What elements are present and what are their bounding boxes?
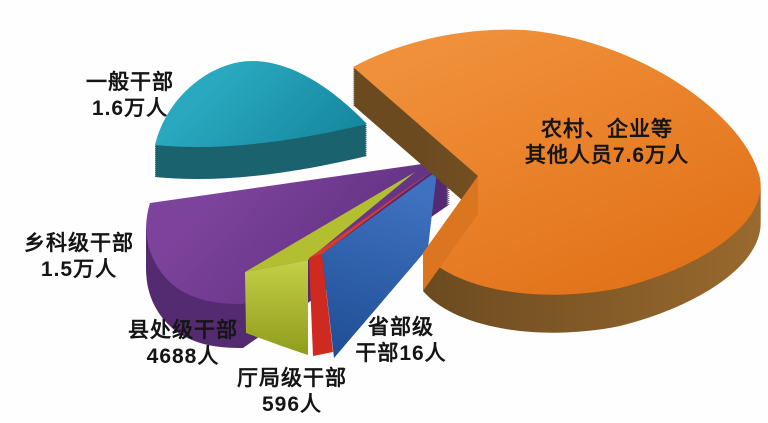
label-township-line1: 乡科级干部 [24, 232, 134, 255]
label-bureau-line1: 厅局级干部 [237, 367, 347, 390]
label-provincial: 省部级 干部16人 [355, 315, 446, 367]
label-bureau-line2: 596人 [261, 393, 323, 416]
label-rural-line2: 其他人员7.6万人 [524, 144, 690, 167]
label-rural: 农村、企业等 其他人员7.6万人 [525, 117, 689, 169]
pie-slice-provincial [322, 171, 437, 358]
label-provincial-line1: 省部级 [367, 316, 434, 339]
label-provincial-line2: 干部16人 [355, 342, 447, 365]
label-county-line1: 县处级干部 [128, 319, 238, 342]
label-bureau: 厅局级干部 596人 [237, 366, 347, 418]
label-township: 乡科级干部 1.5万人 [24, 231, 134, 283]
label-county-line2: 4688人 [146, 345, 220, 368]
pie-slice-county [245, 172, 415, 355]
pie-slice-bureau [309, 170, 433, 356]
pie-slice-rural-notch-face [423, 176, 478, 291]
label-general: 一般干部 1.6万人 [86, 70, 174, 122]
label-county: 县处级干部 4688人 [128, 318, 238, 370]
pie-slice-general [155, 60, 367, 180]
label-general-line1: 一般干部 [86, 71, 174, 94]
label-general-line2: 1.6万人 [91, 97, 169, 120]
label-rural-line1: 农村、企业等 [540, 118, 673, 141]
label-township-line2: 1.5万人 [40, 258, 118, 281]
